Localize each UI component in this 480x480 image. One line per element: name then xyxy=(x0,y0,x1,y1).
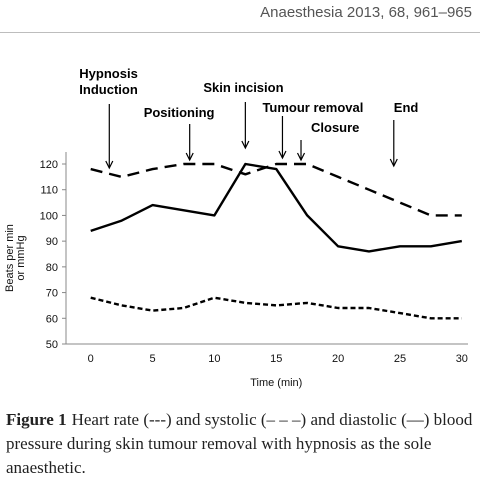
annotation-label: Positioning xyxy=(144,105,215,120)
annotation-line: Tumour removal xyxy=(262,100,363,115)
annotation-line: Hypnosis xyxy=(79,66,138,81)
y-axis-title: Beats per minor mmHg xyxy=(4,224,27,292)
y-tick-label: 100 xyxy=(40,210,58,222)
annotation-label: Hypnosis Induction xyxy=(79,66,138,97)
x-axis-title: Time (min) xyxy=(250,377,302,389)
series-line-long-dash xyxy=(90,162,462,217)
annotation-arrowhead xyxy=(241,140,250,150)
header-rule xyxy=(0,32,480,33)
series-line-solid xyxy=(90,162,462,253)
annotation-line: End xyxy=(394,100,419,115)
annotation-arrowhead xyxy=(185,152,194,162)
annotation-line: Positioning xyxy=(144,105,215,120)
x-tick-label: 25 xyxy=(394,353,406,365)
figure-label: Figure 1 xyxy=(6,410,67,429)
annotation-arrowhead xyxy=(296,152,306,162)
figure-caption: Figure 1 Heart rate (---) and systolic (–… xyxy=(6,408,474,480)
annotation-label: Tumour removal xyxy=(262,100,363,115)
annotation-arrowhead xyxy=(278,150,287,160)
y-tick-label: 120 xyxy=(40,159,58,171)
annotation-line: Induction xyxy=(79,82,138,97)
y-tick-label: 110 xyxy=(40,185,58,197)
y-tick-label: 80 xyxy=(46,262,58,274)
y-axis-title-line: or mmHg xyxy=(15,235,27,280)
x-tick-label: 10 xyxy=(208,353,220,365)
x-tick-label: 0 xyxy=(88,353,94,365)
x-tick-label: 20 xyxy=(332,353,344,365)
annotation-line: Skin incision xyxy=(203,80,283,95)
series-line-short-dash xyxy=(90,296,462,320)
y-tick-label: 50 xyxy=(46,339,58,351)
x-tick-label: 30 xyxy=(456,353,468,365)
x-tick-label: 15 xyxy=(270,353,282,365)
x-tick-label: 5 xyxy=(150,353,156,365)
y-tick-label: 90 xyxy=(46,236,58,248)
y-axis-title-line: Beats per min xyxy=(4,224,16,292)
annotation-arrowhead xyxy=(389,158,398,168)
annotation-line: Closure xyxy=(311,120,359,135)
annotation-label: Skin incision xyxy=(203,80,283,95)
annotation-label: End xyxy=(394,100,419,115)
annotation-label: Closure xyxy=(311,120,359,135)
line-chart: 50 60 70 80 90 100 110 120 0 5 10 15 20 25 30 Time (min… xyxy=(4,66,468,389)
y-tick-label: 70 xyxy=(46,288,58,300)
y-tick-label: 60 xyxy=(46,313,58,325)
journal-reference: Anaesthesia 2013, 68, 961–965 xyxy=(260,4,472,21)
annotation-arrowhead xyxy=(105,160,114,170)
caption-text: Heart rate (---) and systolic (– – –) an… xyxy=(6,410,473,477)
